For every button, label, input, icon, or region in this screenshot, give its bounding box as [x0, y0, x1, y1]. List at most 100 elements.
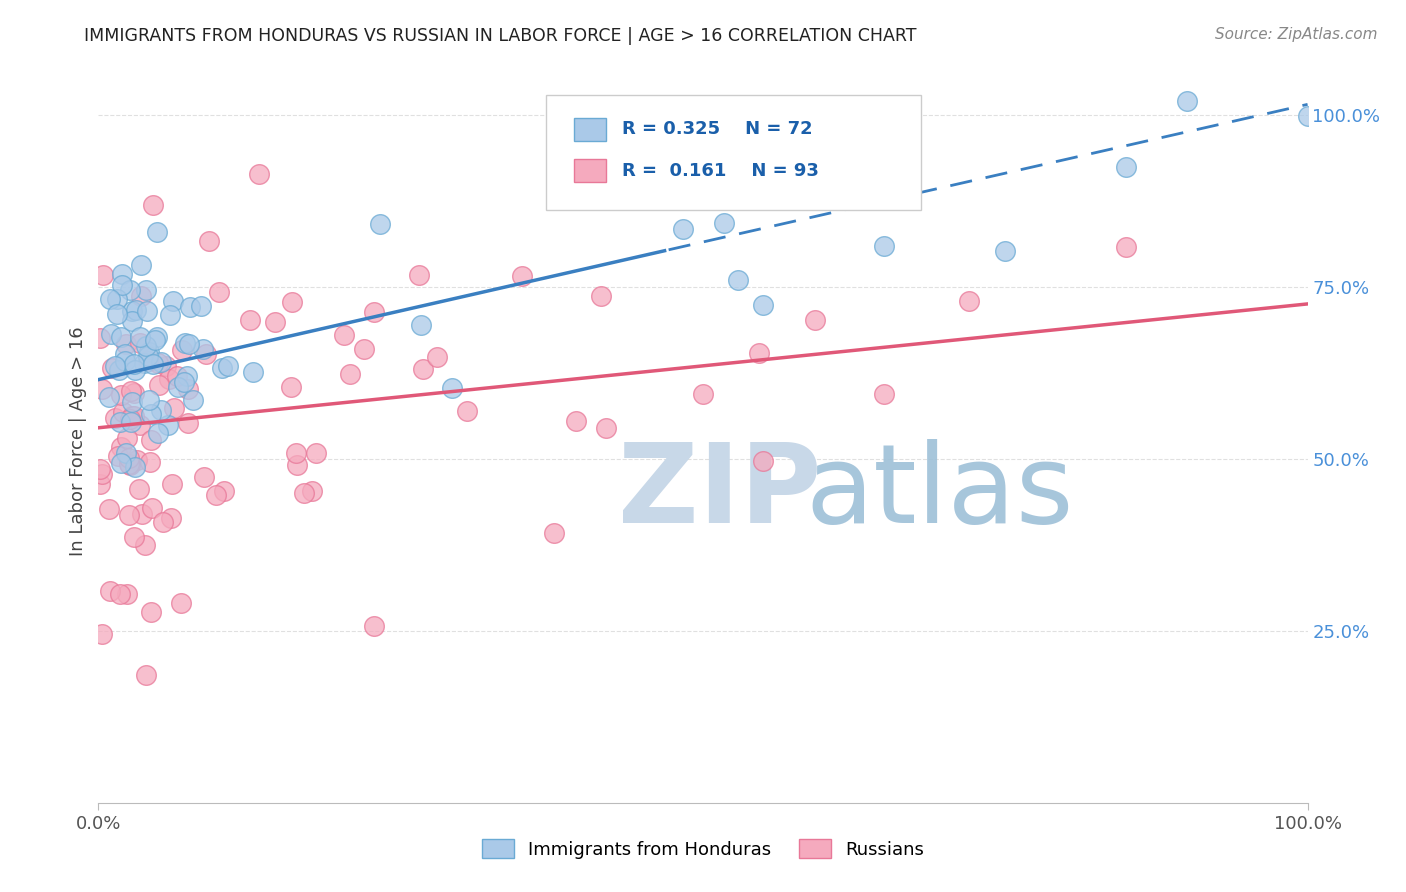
Point	[118, 457, 141, 471]
Point	[813, 111, 835, 125]
Point	[177, 416, 200, 430]
Point	[89, 476, 111, 491]
Point	[139, 606, 162, 620]
Point	[155, 359, 177, 373]
Point	[121, 314, 143, 328]
Text: R = 0.325    N = 72: R = 0.325 N = 72	[621, 120, 813, 138]
Point	[91, 627, 114, 641]
Point	[198, 234, 221, 248]
Point	[510, 269, 533, 284]
Point	[115, 431, 138, 445]
Point	[292, 485, 315, 500]
Point	[211, 361, 233, 376]
Point	[100, 327, 122, 342]
Point	[90, 382, 112, 396]
Point	[242, 365, 264, 379]
Point	[139, 434, 162, 448]
Point	[138, 455, 160, 469]
Point	[124, 531, 146, 545]
Point	[205, 488, 228, 502]
Point	[368, 218, 391, 232]
Point	[595, 421, 617, 435]
Point	[191, 342, 214, 356]
Legend: Immigrants from Honduras, Russians: Immigrants from Honduras, Russians	[474, 832, 932, 866]
Point	[301, 484, 323, 499]
Point	[166, 380, 188, 394]
Point	[97, 502, 120, 516]
Point	[752, 298, 775, 312]
Point	[117, 508, 139, 522]
Point	[353, 342, 375, 356]
Point	[132, 356, 155, 370]
Point	[89, 462, 111, 476]
Point	[162, 294, 184, 309]
Point	[157, 372, 180, 386]
Point	[122, 357, 145, 371]
Point	[162, 477, 184, 491]
Point	[142, 198, 165, 212]
Point	[177, 336, 200, 351]
Point	[159, 308, 181, 322]
Point	[124, 459, 146, 474]
Point	[129, 418, 152, 433]
Text: IMMIGRANTS FROM HONDURAS VS RUSSIAN IN LABOR FORCE | AGE > 16 CORRELATION CHART: IMMIGRANTS FROM HONDURAS VS RUSSIAN IN L…	[84, 27, 917, 45]
Point	[281, 294, 304, 309]
Point	[285, 458, 308, 472]
Point	[135, 283, 157, 297]
Text: ZIP: ZIP	[619, 439, 821, 546]
Point	[305, 445, 328, 459]
Point	[733, 160, 755, 174]
Point	[190, 299, 212, 313]
Point	[114, 336, 136, 351]
Point	[408, 268, 430, 283]
Point	[734, 178, 756, 192]
Point	[104, 410, 127, 425]
Point	[706, 144, 728, 158]
Point	[748, 346, 770, 360]
Point	[1296, 109, 1319, 123]
Point	[121, 395, 143, 409]
Point	[212, 483, 235, 498]
Point	[169, 596, 191, 610]
Point	[111, 278, 134, 293]
Point	[565, 414, 588, 428]
Text: atlas: atlas	[806, 439, 1074, 546]
Point	[104, 359, 127, 373]
Point	[101, 361, 124, 376]
Point	[98, 584, 121, 599]
Point	[118, 450, 141, 465]
Point	[672, 222, 695, 236]
Point	[179, 300, 201, 314]
Point	[1115, 160, 1137, 174]
Point	[143, 333, 166, 347]
Point	[138, 345, 160, 359]
Point	[163, 401, 186, 415]
Point	[129, 289, 152, 303]
Point	[177, 383, 200, 397]
Point	[157, 417, 180, 432]
Point	[128, 482, 150, 496]
Point	[193, 469, 215, 483]
Point	[125, 302, 148, 317]
Point	[105, 292, 128, 306]
Point	[692, 386, 714, 401]
Point	[97, 390, 120, 404]
Point	[727, 273, 749, 287]
Point	[247, 168, 270, 182]
Point	[108, 587, 131, 601]
Point	[141, 500, 163, 515]
Point	[111, 267, 134, 281]
Point	[280, 380, 302, 394]
Point	[111, 405, 134, 419]
Point	[136, 304, 159, 318]
Point	[108, 363, 131, 377]
Point	[89, 331, 111, 345]
Point	[145, 225, 167, 239]
Point	[152, 515, 174, 529]
Point	[107, 449, 129, 463]
Point	[98, 292, 121, 306]
Point	[333, 328, 356, 343]
Point	[166, 368, 188, 383]
Point	[804, 313, 827, 327]
Point	[148, 377, 170, 392]
